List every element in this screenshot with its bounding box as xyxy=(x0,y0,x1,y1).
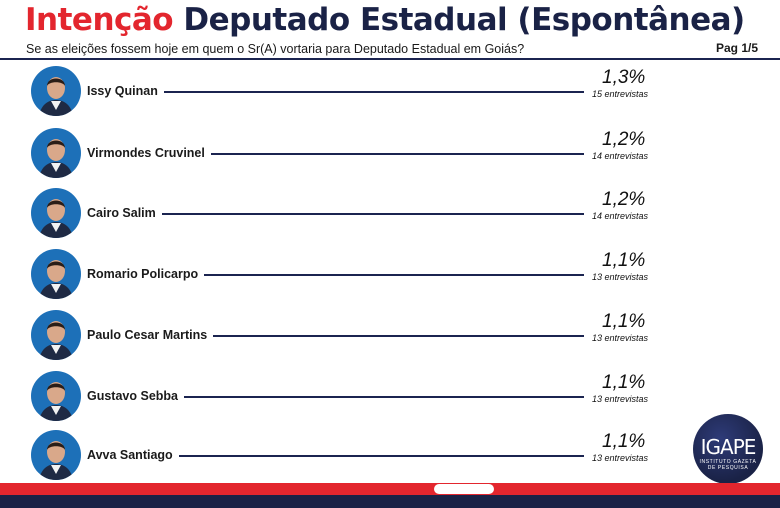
candidate-bar xyxy=(204,274,584,276)
candidate-name: Romario Policarpo xyxy=(87,267,199,281)
candidate-avatar-icon xyxy=(31,249,81,299)
candidate-avatar-icon xyxy=(31,371,81,421)
interview-count: 13 entrevistas xyxy=(592,272,649,282)
interview-count: 13 entrevistas xyxy=(592,333,649,343)
value-label: 1,1% xyxy=(602,372,646,393)
interview-count: 13 entrevistas xyxy=(592,453,649,463)
candidate-row: Issy Quinan 1,3% 15 entrevistas xyxy=(0,64,780,118)
logo-text: IGAPE xyxy=(700,435,757,459)
value-label: 1,3% xyxy=(602,67,646,88)
title-part-2: Deputado Estadual (Espontânea) xyxy=(183,2,745,38)
igape-logo: IGAPE INSTITUTO GAZETA DE PESQUISA xyxy=(693,414,763,484)
candidate-avatar-icon xyxy=(31,188,81,238)
value-label: 1,2% xyxy=(602,129,646,150)
candidate-name: Gustavo Sebba xyxy=(87,389,178,403)
candidate-avatar-icon xyxy=(31,310,81,360)
interview-count: 14 entrevistas xyxy=(592,211,649,221)
interview-count: 15 entrevistas xyxy=(592,89,649,99)
value-label: 1,2% xyxy=(602,189,646,210)
candidate-bar xyxy=(178,455,584,457)
page-subtitle: Se as eleições fossem hoje em quem o Sr(… xyxy=(26,42,525,56)
value-label: 1,1% xyxy=(602,431,646,452)
page-title: Intenção Deputado Estadual (Espontânea) xyxy=(25,2,745,38)
candidate-name: Issy Quinan xyxy=(87,84,158,98)
interview-count: 14 entrevistas xyxy=(592,151,649,161)
candidate-row: Virmondes Cruvinel 1,2% 14 entrevistas xyxy=(0,126,780,180)
page-indicator: Pag 1/5 xyxy=(716,41,759,55)
candidate-avatar-icon xyxy=(31,66,81,116)
title-part-1: Intenção xyxy=(25,2,174,38)
candidate-row: Paulo Cesar Martins 1,1% 13 entrevistas xyxy=(0,308,780,362)
candidate-bar xyxy=(213,335,584,337)
footer-navy-band xyxy=(0,495,780,508)
candidate-name: Paulo Cesar Martins xyxy=(87,328,208,342)
logo-subtext-2: DE PESQUISA xyxy=(707,465,749,471)
footer-pill xyxy=(434,484,494,494)
candidate-row: Avva Santiago 1,1% 13 entrevistas xyxy=(0,428,780,482)
candidate-bar xyxy=(210,153,584,155)
candidate-avatar-icon xyxy=(31,430,81,480)
candidate-row: Cairo Salim 1,2% 14 entrevistas xyxy=(0,186,780,240)
candidate-name: Avva Santiago xyxy=(87,448,173,462)
header-divider xyxy=(0,58,780,60)
candidate-row: Gustavo Sebba 1,1% 13 entrevistas xyxy=(0,369,780,423)
candidate-avatar-icon xyxy=(31,128,81,178)
value-label: 1,1% xyxy=(602,311,646,332)
candidate-bar xyxy=(161,213,584,215)
candidate-name: Cairo Salim xyxy=(87,206,156,220)
footer-red-band xyxy=(0,483,780,495)
value-label: 1,1% xyxy=(602,250,646,271)
candidate-bar xyxy=(184,396,584,398)
candidate-row: Romario Policarpo 1,1% 13 entrevistas xyxy=(0,247,780,301)
interview-count: 13 entrevistas xyxy=(592,394,649,404)
candidate-name: Virmondes Cruvinel xyxy=(87,146,205,160)
candidate-bar xyxy=(163,91,584,93)
logo-subtext-1: INSTITUTO GAZETA xyxy=(699,459,757,465)
